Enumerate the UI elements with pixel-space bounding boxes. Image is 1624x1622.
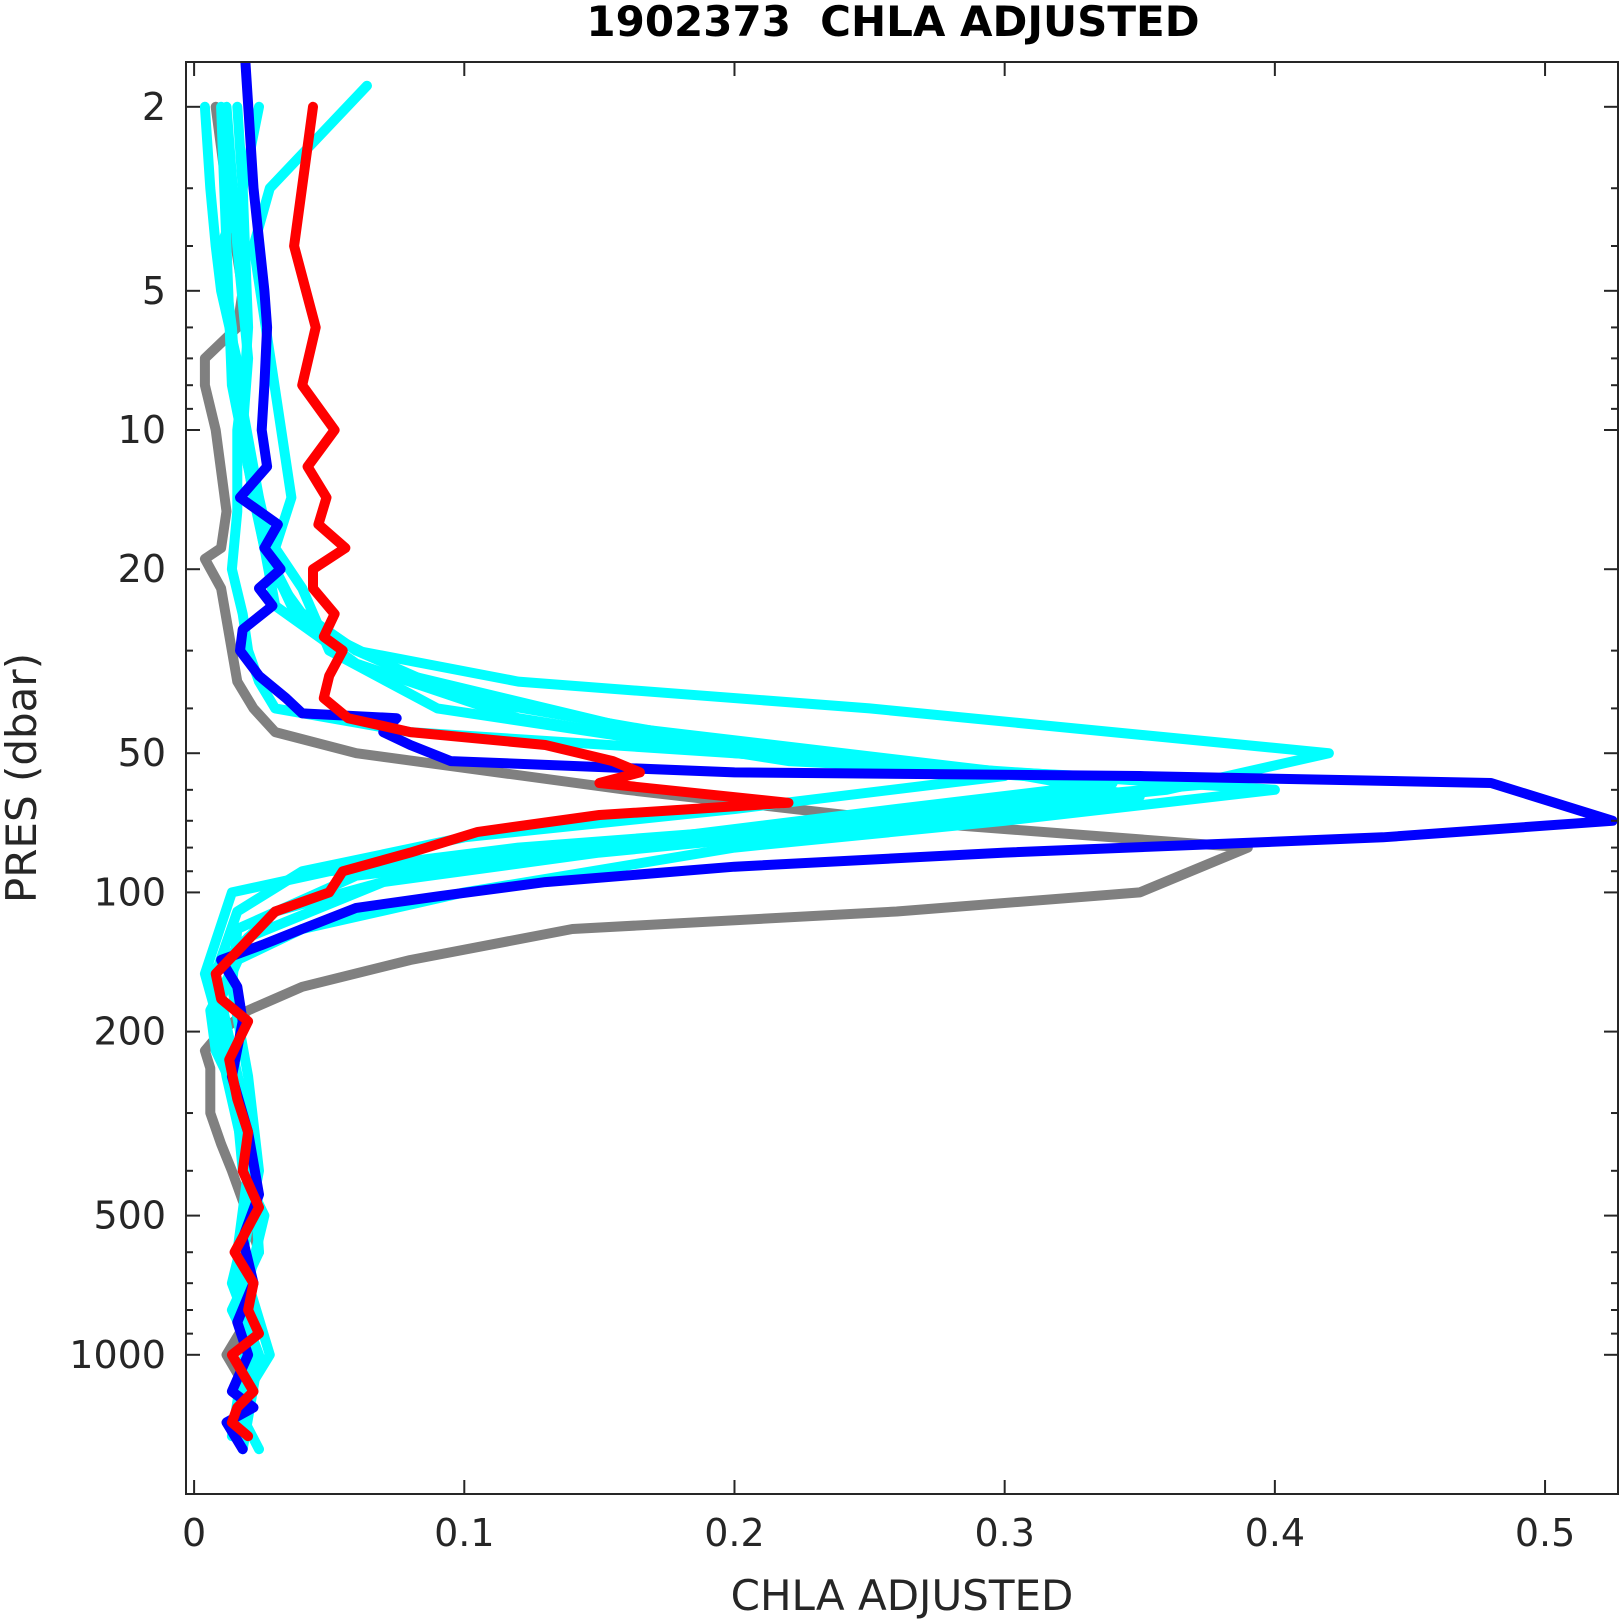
profile-line-cyan-5 [210,101,1145,1428]
x-tick-label: 0.4 [1245,1511,1305,1555]
chart-title: 1902373 CHLA ADJUSTED [586,0,1199,46]
profile-line-cyan-6 [226,80,1118,1397]
y-tick-label: 10 [118,408,166,452]
profile-line-red-9 [210,101,794,1442]
y-tick-label: 5 [142,269,166,313]
y-tick-label: 200 [93,1010,166,1054]
axis-tick-labels: 0 0.1 0.2 0.3 0.4 0.5 2 5 10 20 50 100 200 500 1000 [69,85,1575,1555]
y-tick-label: 100 [93,870,166,914]
x-tick-label: 0.3 [974,1511,1034,1555]
x-tick-label: 0.5 [1515,1511,1575,1555]
x-tick-label: 0.2 [704,1511,764,1555]
y-tick-label: 2 [142,85,166,129]
y-tick-label: 20 [118,547,166,591]
x-tick-label: 0 [182,1511,206,1555]
y-axis-title: PRES (dbar) [0,653,46,903]
y-tick-label: 50 [118,731,166,775]
x-axis-title: CHLA ADJUSTED [731,1571,1074,1620]
y-tick-label: 500 [93,1194,166,1238]
y-tick-label: 1000 [69,1333,166,1377]
plot-series [199,62,1618,1455]
x-tick-label: 0.1 [434,1511,494,1555]
profile-line-blue-8 [216,62,1618,1455]
plot-frame [185,61,1619,1495]
